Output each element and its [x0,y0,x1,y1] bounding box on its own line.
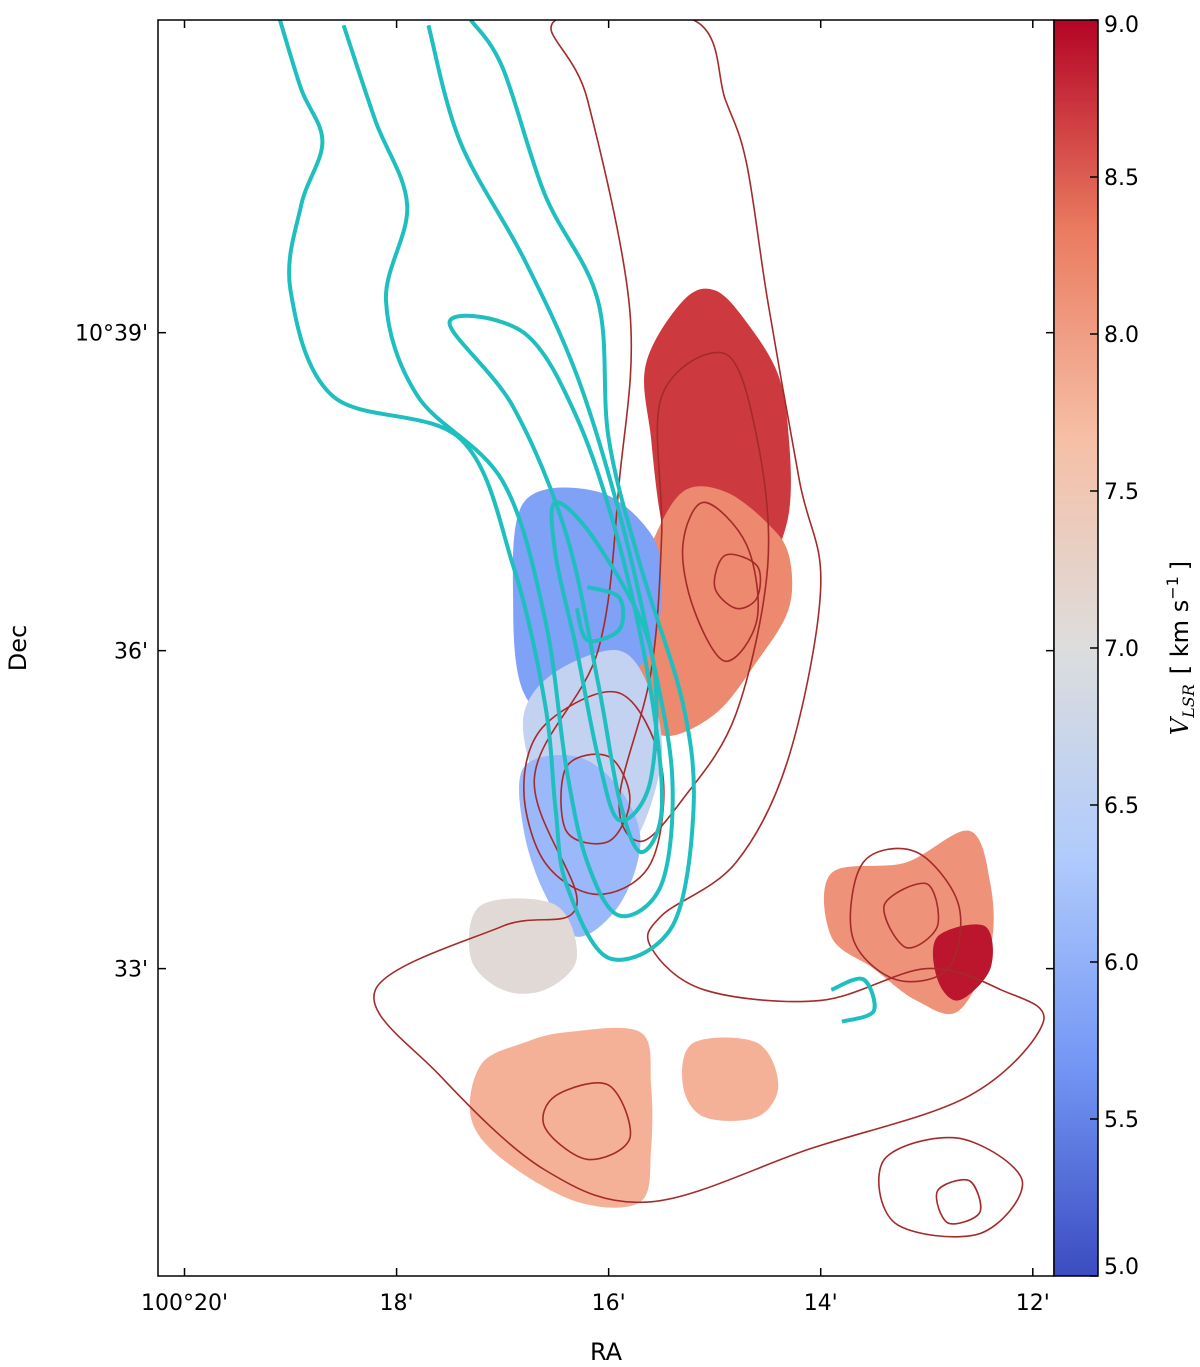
x-tick-label-0: 100°20' [141,1291,228,1316]
dust-contours [277,20,877,1024]
colorbar-ticks: 5.0 5.5 6.0 6.5 7.0 7.5 8.0 8.5 9.0 [1090,13,1139,1280]
velocity-region-7 [932,924,993,1001]
dust-contour-2 [447,313,664,854]
colorbar-tick-label-0: 5.0 [1104,1255,1139,1280]
y-tick-label-2: 33' [114,958,148,983]
colorbar-label-exp: −1 [1163,576,1182,600]
velocity-region-8 [469,1027,653,1208]
x-tick-label-1: 18' [380,1291,414,1316]
colorbar-tick-label-5: 7.5 [1104,480,1139,505]
dust-contour-0 [277,20,696,962]
colorbar-label-main: V [1166,715,1194,735]
gas-contour-7 [883,882,940,949]
gas-contour-4 [522,690,665,896]
velocity-region-9 [682,1037,779,1121]
colorbar-tick-label-7: 8.5 [1104,166,1139,191]
gas-contour-10 [935,1178,982,1225]
velocity-region-1 [626,486,793,737]
gas-contour-8 [542,1082,632,1161]
x-tick-label-2: 16' [592,1291,626,1316]
dust-contour-4 [574,585,626,643]
x-axis-ticks: 100°20' 18' 16' 14' 12' [141,20,1050,1316]
velocity-region-5 [468,898,578,994]
y-axis-ticks: 10°39' 36' 33' [75,322,1054,983]
gas-contour-3 [713,553,762,610]
colorbar: 5.0 5.5 6.0 6.5 7.0 7.5 8.0 8.5 9.0 VLSR [ km s−1… [1053,13,1198,1280]
colorbar-tick-label-1: 5.5 [1104,1108,1139,1133]
colorbar-tick-label-6: 8.0 [1104,323,1139,348]
y-tick-label-1: 36' [114,640,148,665]
x-tick-label-4: 12' [1016,1291,1050,1316]
y-tick-label-0: 10°39' [75,322,148,347]
gas-contour-9 [878,1136,1024,1238]
x-tick-label-3: 14' [804,1291,838,1316]
dust-contour-1 [341,24,675,919]
colorbar-label-unit: [ km s [1166,600,1194,674]
gas-contours [373,20,1045,1238]
colorbar-label: VLSR [ km s−1] [1163,561,1198,735]
colorbar-tick-label-4: 7.0 [1104,637,1139,662]
colorbar-tick-label-2: 6.0 [1104,951,1139,976]
y-axis-label: Dec [4,625,32,671]
gas-contour-6 [849,847,962,983]
gas-contour-1 [618,351,770,843]
dust-contour-5 [830,976,877,1024]
dust-contour-3 [549,500,659,823]
colorbar-tick-label-8: 9.0 [1104,13,1139,38]
colorbar-label-close: ] [1166,561,1194,570]
gas-contour-2 [681,501,759,662]
gas-contour-5 [560,753,631,845]
colorbar-tick-label-3: 6.5 [1104,794,1139,819]
x-axis-label: RA [590,1338,623,1366]
colorbar-label-sub: LSR [1179,684,1198,719]
plot-area [158,20,1054,1276]
